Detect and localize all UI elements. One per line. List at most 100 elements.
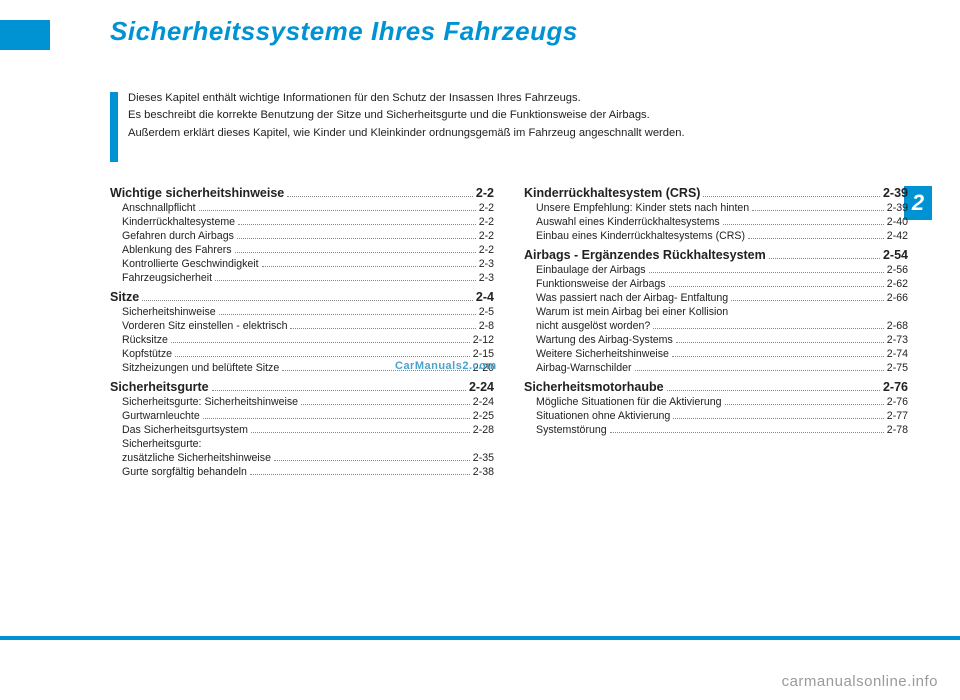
toc-page: 2-76 [883, 380, 908, 394]
toc-label: Ablenkung des Fahrers [122, 244, 232, 256]
toc-leader-dots [199, 210, 476, 211]
toc-entry: Kontrollierte Geschwindigkeit2-3 [110, 258, 494, 270]
toc-leader-dots [290, 328, 475, 329]
toc-label: zusätzliche Sicherheitshinweise [122, 452, 271, 464]
toc-entry: Fahrzeugsicherheit2-3 [110, 272, 494, 284]
toc-leader-dots [175, 356, 470, 357]
toc-entry: Funktionsweise der Airbags 2-62 [524, 278, 908, 290]
intro-line: Außerdem erklärt dieses Kapitel, wie Kin… [128, 125, 908, 142]
toc-entry: Sicherheitshinweise 2-5 [110, 306, 494, 318]
toc-entry: zusätzliche Sicherheitshinweise 2-35 [110, 452, 494, 464]
chapter-badge: 2 [904, 186, 932, 220]
intro-line: Es beschreibt die korrekte Benutzung der… [128, 107, 908, 124]
toc-label: Situationen ohne Aktivierung [536, 410, 670, 422]
toc-page: 2-2 [479, 216, 494, 228]
toc-entry: Anschnallpflicht2-2 [110, 202, 494, 214]
toc-label: Kinderrückhaltesysteme [122, 216, 235, 228]
toc-page: 2-2 [479, 202, 494, 214]
toc-label: Kontrollierte Geschwindigkeit [122, 258, 259, 270]
toc-label: Was passiert nach der Airbag- Entfaltung [536, 292, 728, 304]
toc-page: 2-4 [476, 290, 494, 304]
toc-leader-dots [676, 342, 884, 343]
toc-leader-dots [203, 418, 470, 419]
toc-leader-dots [250, 474, 470, 475]
toc-entry: Airbag-Warnschilder2-75 [524, 362, 908, 374]
toc-page: 2-25 [473, 410, 494, 422]
toc-page: 2-66 [887, 292, 908, 304]
page-title: Sicherheitssysteme Ihres Fahrzeugs [110, 16, 578, 47]
intro-accent-bar [110, 92, 118, 162]
toc-page: 2-39 [883, 186, 908, 200]
toc-label: Wartung des Airbag-Systems [536, 334, 673, 346]
toc-page: 2-5 [479, 306, 494, 318]
toc-page: 2-35 [473, 452, 494, 464]
toc-leader-dots [669, 286, 884, 287]
toc-page: 2-78 [887, 424, 908, 436]
toc-page: 2-2 [476, 186, 494, 200]
toc-leader-dots [171, 342, 470, 343]
toc-leader-dots [703, 196, 880, 197]
toc-page: 2-15 [473, 348, 494, 360]
toc-label: Gurte sorgfältig behandeln [122, 466, 247, 478]
toc-columns: Wichtige sicherheitshinweise2-2 Anschnall… [110, 180, 908, 478]
toc-page: 2-38 [473, 466, 494, 478]
toc-page: 2-54 [883, 248, 908, 262]
toc-label: Mögliche Situationen für die Aktivierung [536, 396, 722, 408]
toc-page: 2-73 [887, 334, 908, 346]
toc-leader-dots [142, 300, 473, 301]
toc-label: Einbau eines Kinderrückhaltesystems (CRS… [536, 230, 745, 242]
toc-entry: Sicherheitsgurte: Sicherheitshinweise2-2… [110, 396, 494, 408]
toc-label: Kinderrückhaltesystem (CRS) [524, 186, 700, 200]
toc-entry: Auswahl eines Kinderrückhaltesystems2-40 [524, 216, 908, 228]
toc-section: Sicherheitsgurte2-24 [110, 380, 494, 394]
toc-page: 2-2 [479, 244, 494, 256]
toc-page: 2-42 [887, 230, 908, 242]
toc-page: 2-62 [887, 278, 908, 290]
toc-page: 2-68 [887, 320, 908, 332]
watermark-text: CarManuals2.com [395, 360, 497, 372]
toc-section: Wichtige sicherheitshinweise2-2 [110, 186, 494, 200]
toc-label: Airbags - Ergänzendes Rückhaltesystem [524, 248, 766, 262]
intro-line: Dieses Kapitel enthält wichtige Informat… [128, 90, 908, 107]
toc-entry: Gefahren durch Airbags2-2 [110, 230, 494, 242]
toc-leader-dots [212, 390, 466, 391]
toc-entry: nicht ausgelöst worden?2-68 [524, 320, 908, 332]
toc-label: Auswahl eines Kinderrückhaltesystems [536, 216, 720, 228]
intro-text: Dieses Kapitel enthält wichtige Informat… [128, 90, 908, 142]
toc-page: 2-24 [473, 396, 494, 408]
toc-leader-dots [725, 404, 884, 405]
toc-section: Sitze 2-4 [110, 290, 494, 304]
toc-label: Sicherheitshinweise [122, 306, 216, 318]
toc-entry: Einbau eines Kinderrückhaltesystems (CRS… [524, 230, 908, 242]
toc-entry: Gurtwarnleuchte2-25 [110, 410, 494, 422]
toc-label: Sitze [110, 290, 139, 304]
toc-entry: Rücksitze2-12 [110, 334, 494, 346]
toc-leader-dots [237, 238, 476, 239]
toc-page: 2-3 [479, 272, 494, 284]
toc-column-left: Wichtige sicherheitshinweise2-2 Anschnall… [110, 180, 494, 478]
toc-page: 2-24 [469, 380, 494, 394]
toc-page: 2-76 [887, 396, 908, 408]
toc-entry: Weitere Sicherheitshinweise2-74 [524, 348, 908, 360]
corner-tab [0, 20, 50, 50]
toc-label: Das Sicherheitsgurtsystem [122, 424, 248, 436]
toc-label: Unsere Empfehlung: Kinder stets nach hin… [536, 202, 749, 214]
toc-entry: Was passiert nach der Airbag- Entfaltung… [524, 292, 908, 304]
toc-entry: Das Sicherheitsgurtsystem2-28 [110, 424, 494, 436]
toc-leader-dots [769, 258, 880, 259]
toc-label: Rücksitze [122, 334, 168, 346]
toc-leader-dots [752, 210, 884, 211]
toc-label: Vorderen Sitz einstellen - elektrisch [122, 320, 287, 332]
toc-label: Gefahren durch Airbags [122, 230, 234, 242]
footer-text: carmanualsonline.info [782, 673, 938, 690]
toc-leader-dots [653, 328, 884, 329]
toc-label: Airbag-Warnschilder [536, 362, 632, 374]
toc-leader-dots [723, 224, 884, 225]
toc-entry: Vorderen Sitz einstellen - elektrisch 2-8 [110, 320, 494, 332]
toc-page: 2-39 [887, 202, 908, 214]
toc-page: 2-56 [887, 264, 908, 276]
toc-page: 2-8 [479, 320, 494, 332]
toc-label: Sitzheizungen und belüftete Sitze [122, 362, 279, 374]
toc-leader-dots [262, 266, 476, 267]
toc-label: Funktionsweise der Airbags [536, 278, 666, 290]
